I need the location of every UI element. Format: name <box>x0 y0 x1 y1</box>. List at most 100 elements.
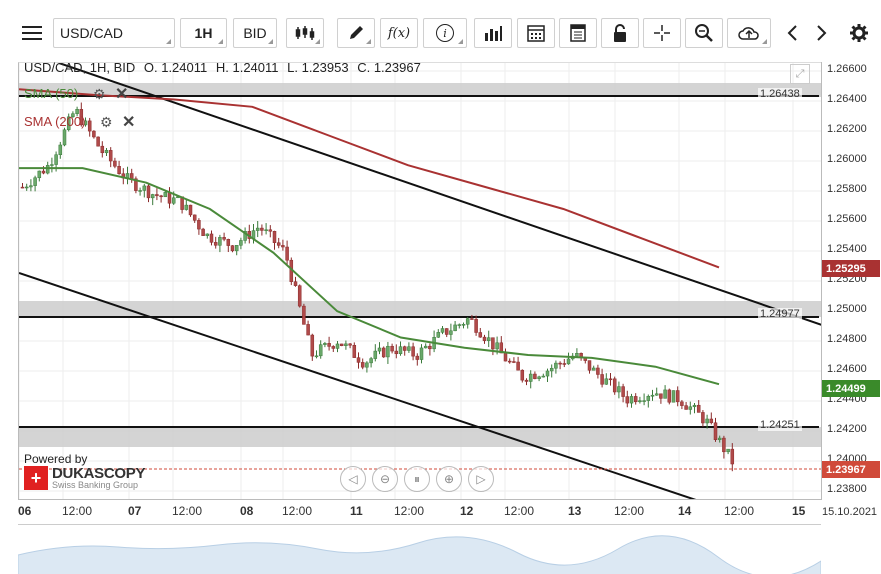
price-axis[interactable] <box>821 62 881 500</box>
notes-button[interactable] <box>559 18 597 48</box>
close-icon[interactable]: ✕ <box>122 114 136 131</box>
candle-body <box>159 195 163 198</box>
zoom-button[interactable] <box>685 18 723 48</box>
candle-body <box>297 285 302 307</box>
side-select[interactable]: BID <box>233 18 277 48</box>
sma200-label[interactable]: SMA (200) <box>24 114 86 129</box>
scroll-left-button[interactable] <box>778 18 806 48</box>
time-tick-label: 12:00 <box>394 504 425 518</box>
chart-type-button[interactable] <box>286 18 324 48</box>
time-tick-label: 12:00 <box>172 504 203 518</box>
candle-body <box>533 373 537 379</box>
candle-body <box>373 350 378 359</box>
dukascopy-logo[interactable]: + DUKASCOPY Swiss Banking Group <box>24 466 145 490</box>
caret-icon <box>268 39 273 44</box>
candle-body <box>150 194 155 199</box>
chart-title: USD/CAD, 1H, BID <box>24 60 136 75</box>
channel-line-lower[interactable] <box>19 272 699 500</box>
gear-icon <box>850 24 868 42</box>
candle-body <box>402 346 407 351</box>
candle-body <box>558 362 562 365</box>
candle-body <box>482 336 487 341</box>
candle-body <box>239 240 243 246</box>
gear-icon[interactable]: ⚙ <box>100 114 113 130</box>
lock-button[interactable] <box>601 18 639 48</box>
candle-body <box>537 376 541 379</box>
candle-body <box>726 448 730 453</box>
candle-body <box>66 116 71 131</box>
menu-button[interactable] <box>13 18 51 48</box>
time-axis[interactable] <box>0 500 881 522</box>
candle-body <box>243 231 247 241</box>
timeframe-select[interactable]: 1H <box>180 18 227 48</box>
upload-button[interactable] <box>727 18 771 48</box>
expand-icon[interactable]: ⤢ <box>790 64 810 84</box>
price-tick-label: 1.26600 <box>827 63 867 75</box>
candle-body <box>625 396 630 404</box>
candle-body <box>394 350 399 355</box>
chevron-right-icon <box>817 25 827 41</box>
zoom-out-icon[interactable]: ⊖ <box>372 466 398 492</box>
candle-body <box>659 393 663 399</box>
scroll-forward-icon[interactable]: ▷ <box>468 466 494 492</box>
candle-body <box>688 406 693 410</box>
candle-body <box>713 422 718 440</box>
candle-body <box>457 324 462 326</box>
caret-icon <box>366 39 371 44</box>
candle-body <box>453 324 457 332</box>
sma50-label[interactable]: SMA (50) <box>24 86 79 101</box>
candle-body <box>528 373 533 382</box>
candle-body <box>37 170 42 179</box>
zoom-in-icon[interactable]: ⊕ <box>436 466 462 492</box>
candle-body <box>79 109 84 126</box>
lock-icon <box>614 24 626 42</box>
indicators-button[interactable] <box>474 18 512 48</box>
candle-body <box>591 367 596 371</box>
sma200-line <box>19 88 720 269</box>
calendar-icon <box>527 25 545 42</box>
date-label: 15.10.2021 <box>822 506 878 518</box>
candle-body <box>54 154 58 165</box>
settings-button[interactable] <box>845 18 873 48</box>
chevron-left-icon <box>787 25 797 41</box>
scroll-right-button[interactable] <box>808 18 836 48</box>
level-label-middle: 1.24977 <box>758 308 802 320</box>
navigator-overview[interactable] <box>18 524 821 574</box>
chart-canvas[interactable] <box>18 62 821 500</box>
scroll-back-icon[interactable]: ◁ <box>340 466 366 492</box>
candle-body <box>684 405 688 410</box>
reset-view-icon[interactable]: ⏸ <box>404 466 430 492</box>
candle-body <box>419 347 424 360</box>
channel-line-upper[interactable] <box>58 63 821 326</box>
symbol-select[interactable]: USD/CAD <box>53 18 175 48</box>
candle-body <box>310 334 315 357</box>
level-label-bottom: 1.24251 <box>758 419 802 431</box>
caret-icon <box>315 39 320 44</box>
candle-body <box>33 177 37 186</box>
price-tick-label: 1.26000 <box>827 153 867 165</box>
candle-body <box>87 120 92 132</box>
candle-body <box>134 178 138 191</box>
candle-body <box>360 362 365 368</box>
candle-body <box>520 369 525 381</box>
time-tick-label: 12:00 <box>282 504 313 518</box>
close-icon[interactable]: ✕ <box>115 86 129 103</box>
candle-body <box>264 229 268 231</box>
chart-toolbar: USD/CAD 1H BID f(x) i <box>0 0 881 62</box>
pencil-icon <box>350 26 363 39</box>
draw-button[interactable] <box>337 18 375 48</box>
candle-body <box>629 396 634 404</box>
function-icon[interactable]: f(x) <box>380 18 418 48</box>
candle-body <box>436 332 441 338</box>
crosshair-button[interactable] <box>643 18 681 48</box>
candle-body <box>503 352 508 362</box>
candle-body <box>117 166 121 175</box>
caret-icon <box>166 39 171 44</box>
candle-body <box>512 361 516 363</box>
candle-body <box>24 186 29 189</box>
candle-body <box>478 332 483 338</box>
calendar-button[interactable] <box>517 18 555 48</box>
gear-icon[interactable]: ⚙ <box>93 86 106 102</box>
info-button[interactable]: i <box>423 18 467 48</box>
candle-body <box>255 227 260 231</box>
